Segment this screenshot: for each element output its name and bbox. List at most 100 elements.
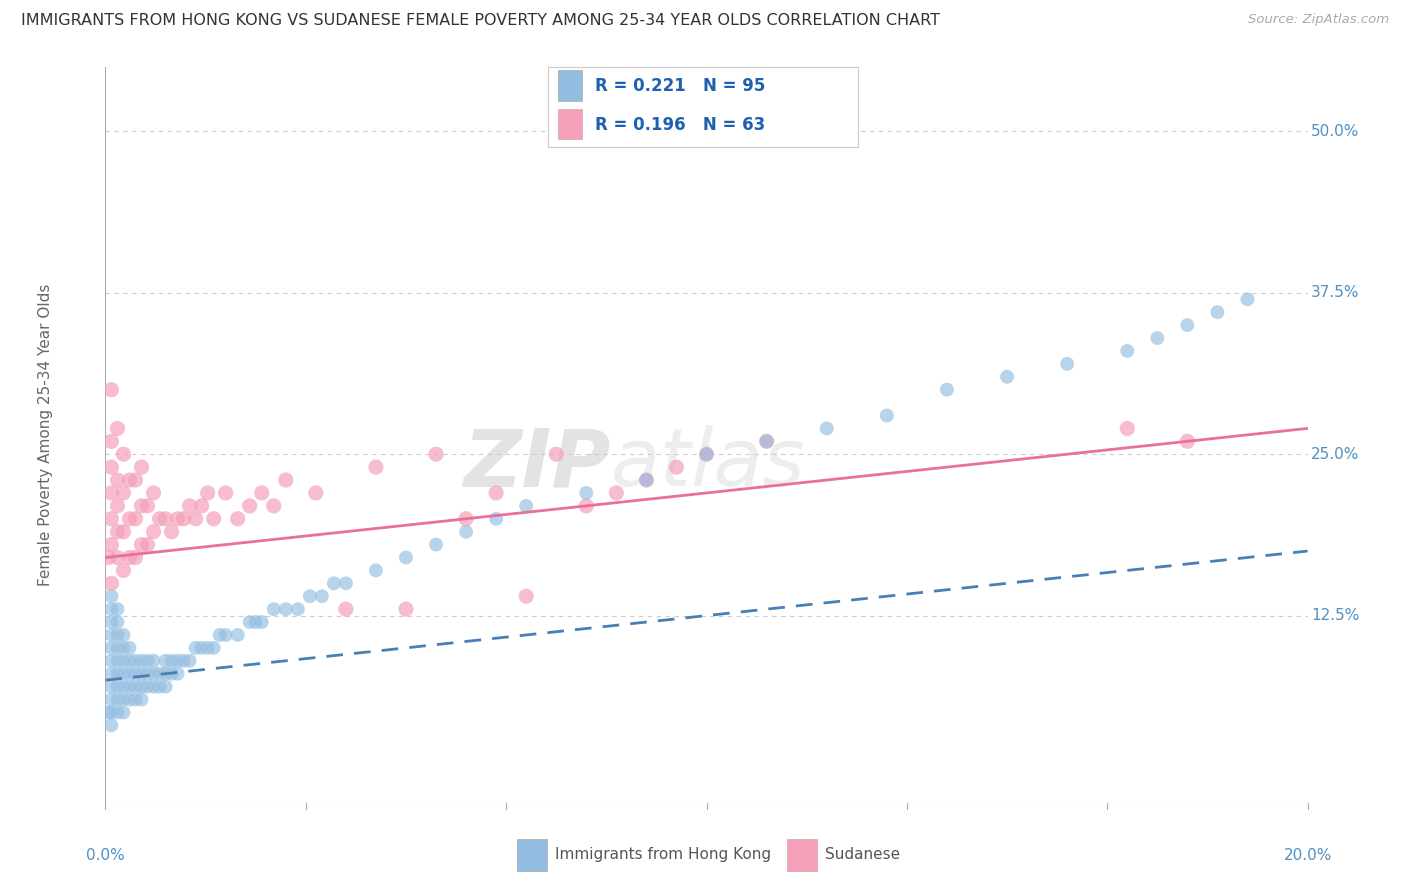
Point: [485, 486, 508, 500]
Point: [454, 524, 477, 539]
Point: [124, 550, 146, 565]
Point: [112, 640, 135, 655]
Point: [124, 680, 146, 694]
Point: [1116, 421, 1139, 435]
Point: [112, 447, 135, 461]
Point: [118, 512, 141, 526]
Point: [155, 680, 177, 694]
Point: [815, 421, 838, 435]
Point: [155, 666, 177, 681]
Point: [100, 628, 122, 642]
Point: [100, 680, 122, 694]
Point: [107, 680, 129, 694]
Point: [305, 486, 328, 500]
Point: [197, 640, 219, 655]
Point: [202, 640, 225, 655]
Point: [364, 460, 387, 475]
Point: [107, 524, 129, 539]
Point: [605, 486, 627, 500]
Point: [636, 473, 658, 487]
Text: atlas: atlas: [610, 425, 806, 503]
Point: [148, 680, 170, 694]
Point: [322, 576, 344, 591]
Point: [112, 654, 135, 668]
Point: [107, 692, 129, 706]
Point: [112, 666, 135, 681]
Point: [173, 512, 195, 526]
Point: [166, 654, 188, 668]
Point: [239, 615, 262, 629]
Point: [97, 706, 120, 720]
Point: [100, 602, 122, 616]
Point: [166, 666, 188, 681]
Point: [179, 654, 201, 668]
Point: [166, 512, 188, 526]
Bar: [558, 70, 582, 101]
Point: [995, 369, 1018, 384]
Point: [160, 666, 183, 681]
Point: [100, 512, 122, 526]
Point: [124, 666, 146, 681]
Text: 37.5%: 37.5%: [1312, 285, 1360, 301]
Point: [100, 615, 122, 629]
Point: [107, 473, 129, 487]
Point: [1056, 357, 1078, 371]
Point: [100, 692, 122, 706]
Point: [136, 499, 159, 513]
Point: [107, 615, 129, 629]
Point: [107, 499, 129, 513]
Point: [214, 628, 236, 642]
Text: Female Poverty Among 25-34 Year Olds: Female Poverty Among 25-34 Year Olds: [38, 284, 53, 586]
Bar: [558, 109, 582, 139]
Point: [112, 680, 135, 694]
Point: [100, 706, 122, 720]
Point: [425, 538, 447, 552]
Point: [575, 486, 598, 500]
Point: [197, 486, 219, 500]
Point: [214, 486, 236, 500]
Point: [287, 602, 309, 616]
Point: [160, 654, 183, 668]
Point: [425, 447, 447, 461]
Point: [142, 486, 165, 500]
Point: [107, 421, 129, 435]
Point: [311, 589, 333, 603]
Point: [131, 499, 153, 513]
Point: [515, 589, 537, 603]
Text: Source: ZipAtlas.com: Source: ZipAtlas.com: [1249, 13, 1389, 27]
Point: [208, 628, 231, 642]
Text: 12.5%: 12.5%: [1312, 608, 1360, 624]
Point: [239, 499, 262, 513]
Point: [112, 563, 135, 577]
Point: [112, 628, 135, 642]
Point: [202, 512, 225, 526]
Point: [755, 434, 778, 449]
Point: [485, 512, 508, 526]
Point: [97, 550, 120, 565]
Point: [274, 602, 297, 616]
Point: [546, 447, 568, 461]
Point: [148, 512, 170, 526]
Point: [112, 692, 135, 706]
Point: [936, 383, 959, 397]
Point: [118, 550, 141, 565]
Point: [131, 666, 153, 681]
Point: [131, 538, 153, 552]
Point: [335, 602, 357, 616]
Point: [142, 666, 165, 681]
Text: R = 0.221   N = 95: R = 0.221 N = 95: [595, 78, 765, 95]
Point: [118, 680, 141, 694]
Point: [118, 666, 141, 681]
Point: [107, 654, 129, 668]
Point: [226, 512, 249, 526]
Point: [155, 512, 177, 526]
Point: [124, 654, 146, 668]
Point: [136, 680, 159, 694]
Point: [131, 680, 153, 694]
Point: [395, 602, 418, 616]
Point: [263, 602, 285, 616]
Point: [190, 499, 212, 513]
Point: [100, 538, 122, 552]
Text: 50.0%: 50.0%: [1312, 124, 1360, 139]
Point: [100, 383, 122, 397]
